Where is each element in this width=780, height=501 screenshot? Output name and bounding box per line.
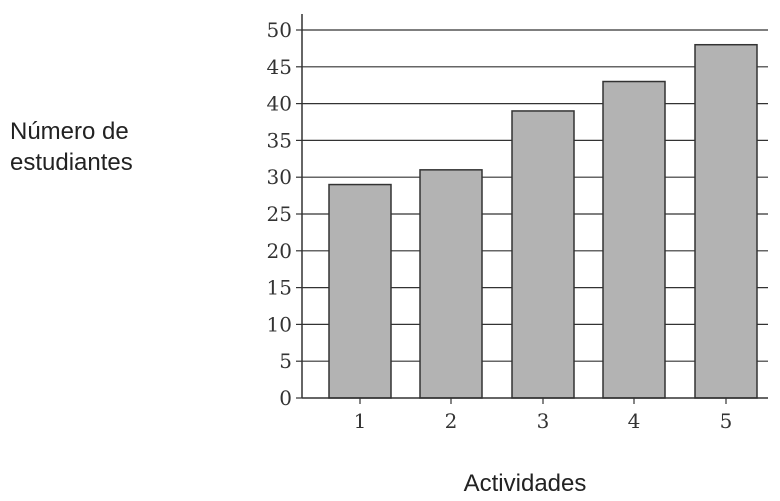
y-tick-label-15: 15 (267, 276, 292, 300)
x-tick-label-4: 4 (628, 409, 641, 433)
x-axis-label: Actividades (463, 470, 587, 497)
bar-1 (328, 183, 392, 399)
axes (296, 14, 768, 404)
x-tick-label-1: 1 (354, 409, 367, 433)
bar-4 (602, 80, 666, 399)
x-tick-labels: 1 2 3 4 5 (354, 409, 733, 433)
y-tick-label-40: 40 (267, 92, 292, 116)
bar-2 (419, 169, 483, 399)
x-tick-label-2: 2 (445, 409, 458, 433)
y-tick-label-35: 35 (267, 128, 292, 152)
y-tick-label-30: 30 (267, 165, 292, 189)
x-tick-label-5: 5 (720, 409, 733, 433)
y-tick-labels: 0 5 10 15 20 25 30 35 40 45 50 (267, 18, 292, 410)
bar-3 (511, 110, 575, 399)
y-tick-label-25: 25 (267, 202, 292, 226)
y-tick-label-0: 0 (279, 386, 292, 410)
y-tick-label-45: 45 (267, 55, 292, 79)
bar-5 (694, 43, 758, 399)
y-tick-label-5: 5 (279, 349, 292, 373)
y-tick-label-10: 10 (267, 312, 292, 336)
y-tick-label-50: 50 (267, 18, 292, 42)
y-axis-label: Número de estudiantes (10, 118, 133, 176)
y-tick-label-20: 20 (267, 239, 292, 263)
x-tick-label-3: 3 (537, 409, 550, 433)
bars (328, 43, 758, 399)
